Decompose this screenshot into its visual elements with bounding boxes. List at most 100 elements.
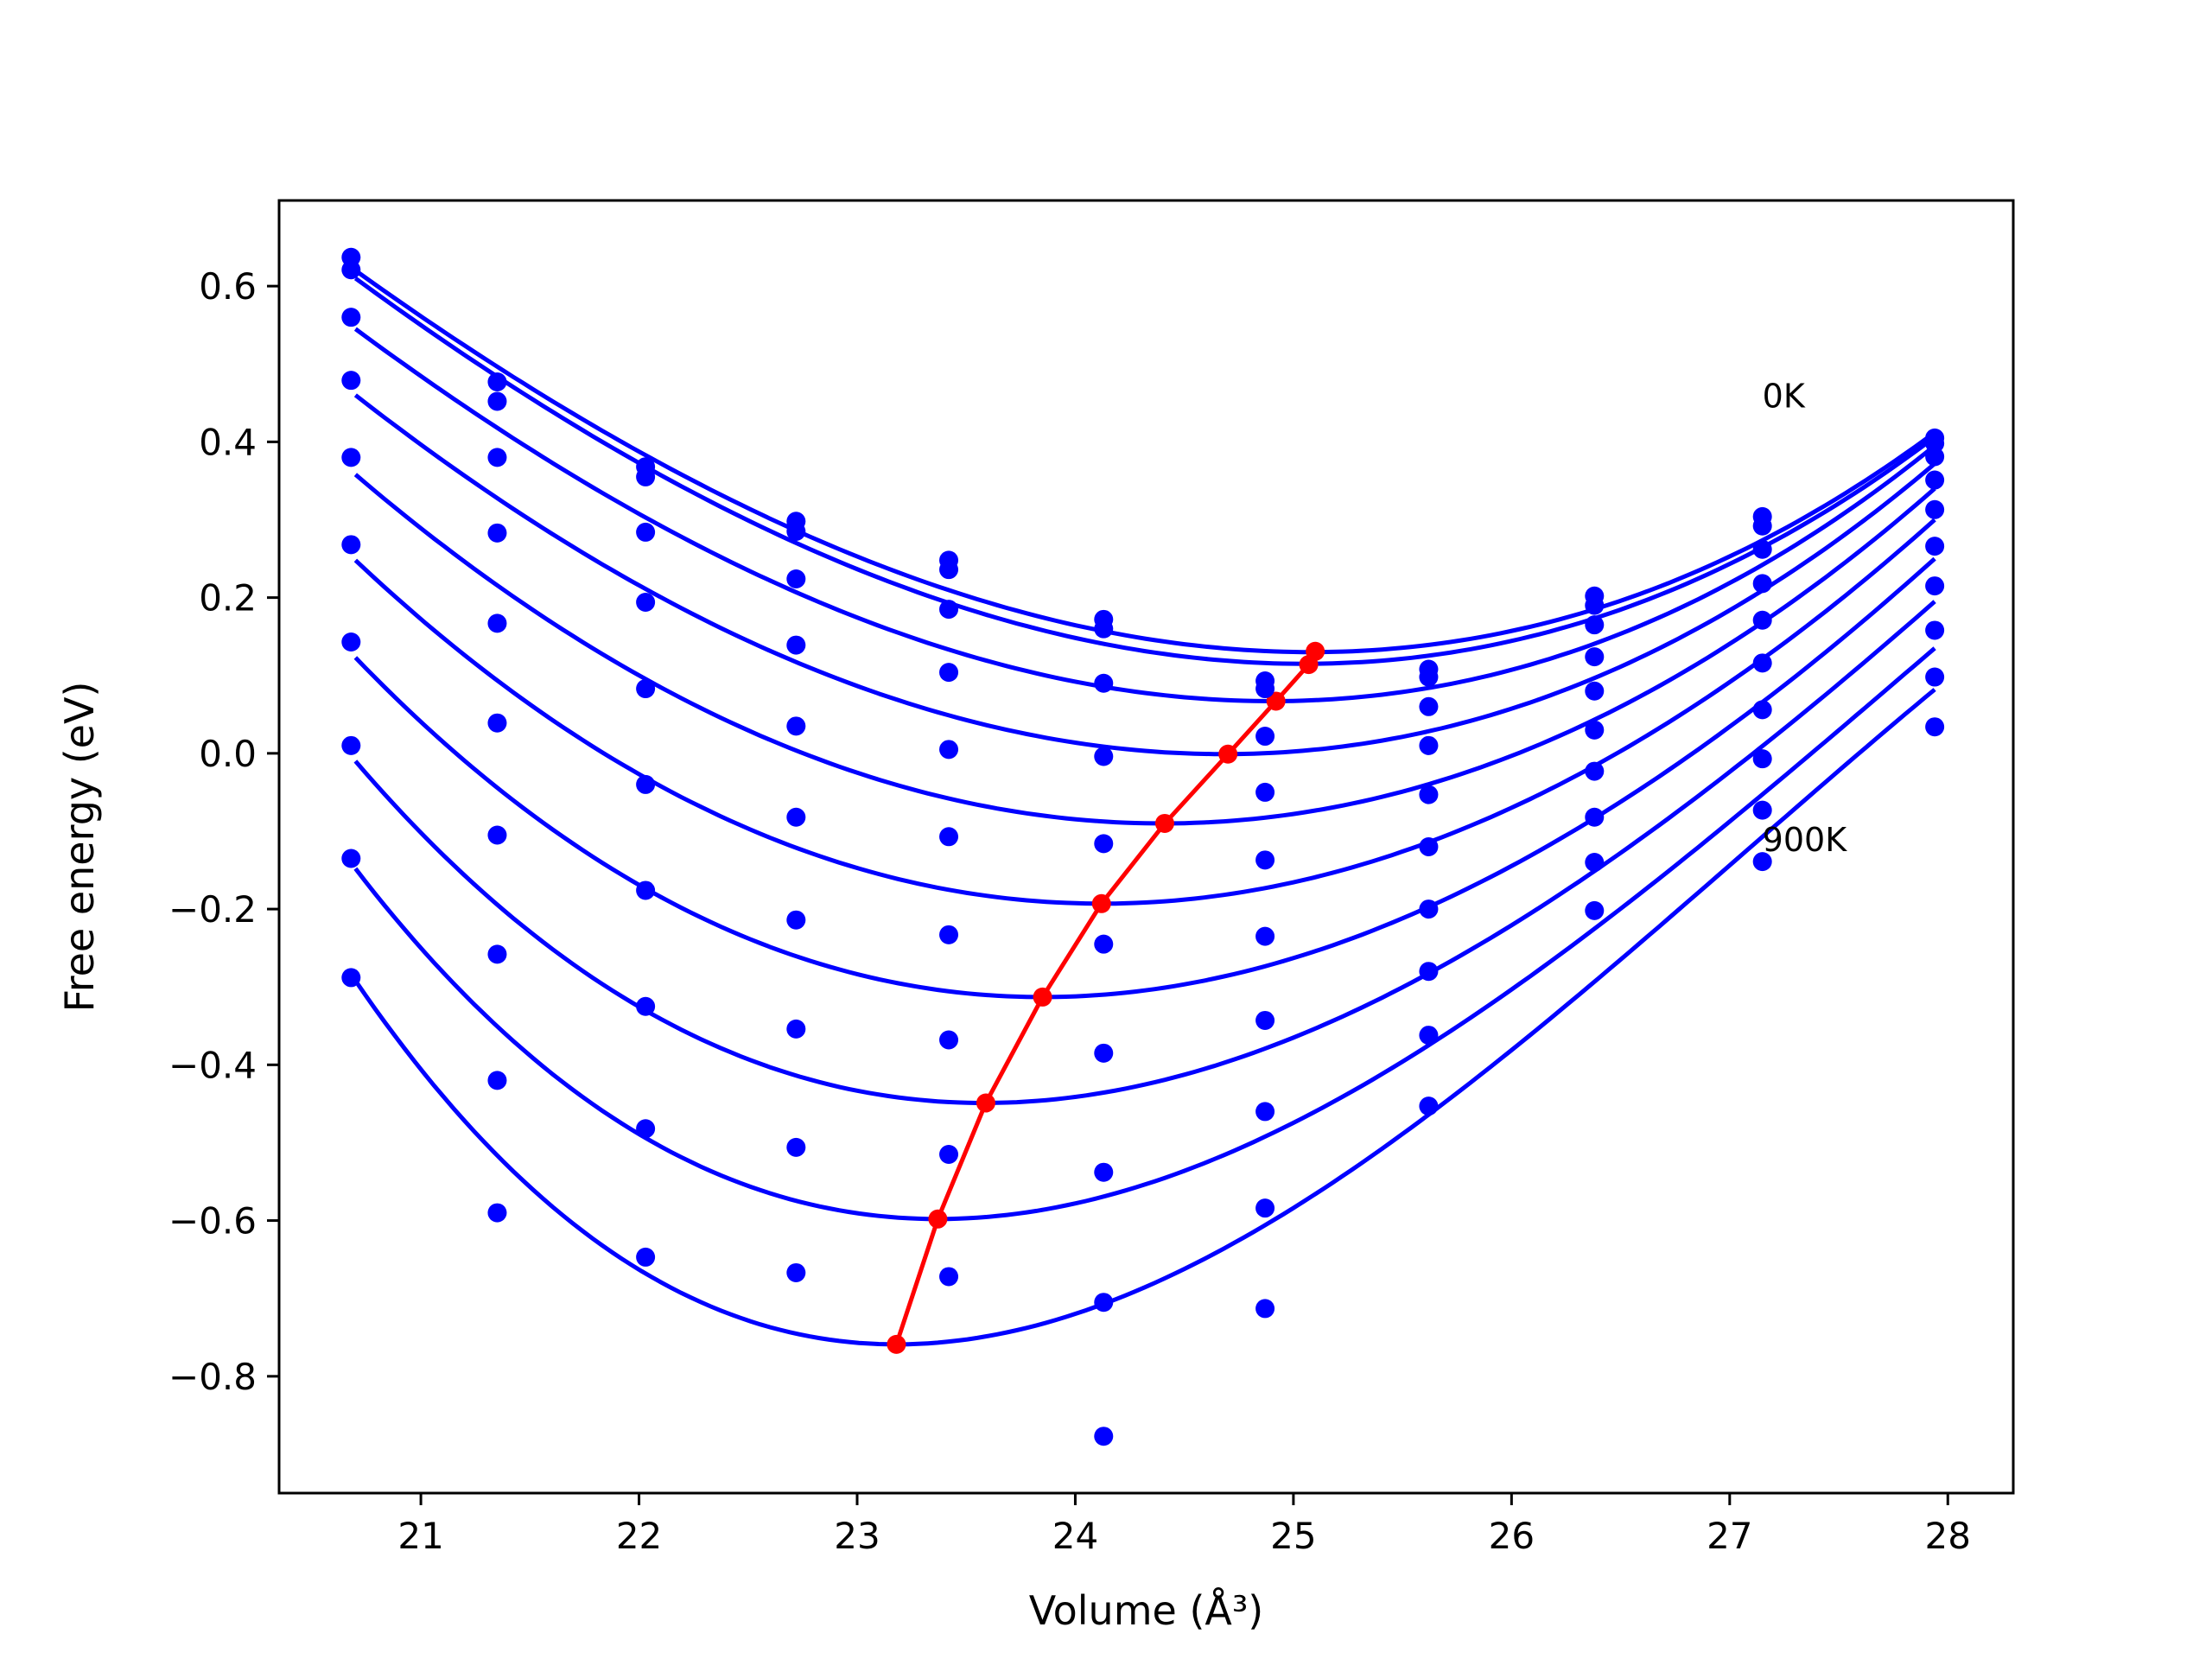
data-point bbox=[487, 448, 507, 467]
y-tick-label: −0.8 bbox=[168, 1356, 257, 1398]
curve-annotation: 0K bbox=[1763, 377, 1806, 415]
y-tick-label: 0.4 bbox=[199, 421, 257, 463]
data-point bbox=[1925, 434, 1945, 454]
data-point bbox=[1255, 727, 1275, 747]
fit-curve bbox=[353, 556, 1936, 1000]
data-point bbox=[1094, 1293, 1114, 1313]
data-point bbox=[939, 1144, 959, 1164]
data-point bbox=[1925, 576, 1945, 596]
data-point bbox=[1752, 539, 1772, 559]
data-point bbox=[487, 1071, 507, 1090]
data-point bbox=[1094, 1043, 1114, 1063]
data-point bbox=[1255, 1010, 1275, 1030]
curve-annotation: 900K bbox=[1763, 821, 1848, 859]
data-point bbox=[341, 849, 361, 868]
data-point bbox=[786, 1262, 806, 1282]
data-point bbox=[341, 735, 361, 755]
data-point bbox=[1752, 574, 1772, 594]
data-point bbox=[786, 635, 806, 655]
data-point bbox=[487, 613, 507, 633]
data-point bbox=[939, 1030, 959, 1050]
x-tick-label: 23 bbox=[834, 1515, 880, 1557]
data-point bbox=[786, 1137, 806, 1157]
data-point bbox=[487, 713, 507, 733]
data-point bbox=[1094, 1162, 1114, 1182]
y-axis-label: Free energy (eV) bbox=[56, 682, 103, 1013]
plot-frame bbox=[277, 199, 2015, 1495]
x-tick-label: 21 bbox=[397, 1515, 443, 1557]
data-point bbox=[636, 679, 656, 699]
data-point bbox=[939, 925, 959, 944]
data-point bbox=[487, 372, 507, 391]
data-point bbox=[636, 1247, 656, 1267]
data-point bbox=[341, 371, 361, 391]
data-point bbox=[636, 467, 656, 486]
data-point bbox=[1585, 615, 1605, 635]
minimum-point bbox=[1299, 655, 1319, 675]
data-point bbox=[1419, 899, 1439, 919]
data-point bbox=[786, 522, 806, 542]
fit-curve bbox=[353, 393, 1936, 757]
y-tick-label: 0.6 bbox=[199, 265, 257, 308]
x-tick-label: 25 bbox=[1270, 1515, 1316, 1557]
fit-curve bbox=[353, 646, 1936, 1222]
data-point bbox=[1094, 1427, 1114, 1446]
data-point bbox=[341, 632, 361, 652]
data-point bbox=[1752, 610, 1772, 630]
data-point bbox=[1255, 679, 1275, 699]
data-point bbox=[1419, 667, 1439, 687]
minimum-point bbox=[1218, 744, 1238, 764]
data-point bbox=[939, 663, 959, 683]
data-point bbox=[939, 827, 959, 847]
data-point bbox=[1925, 620, 1945, 640]
data-point bbox=[1419, 962, 1439, 982]
data-point bbox=[636, 774, 656, 794]
data-point bbox=[636, 522, 656, 542]
data-point bbox=[1255, 782, 1275, 802]
data-point bbox=[939, 740, 959, 760]
data-point bbox=[1255, 1198, 1275, 1218]
data-point bbox=[1419, 1026, 1439, 1046]
minimum-path bbox=[887, 641, 1325, 1354]
fit-curve bbox=[353, 688, 1936, 1347]
fit-curve bbox=[353, 473, 1936, 826]
data-point bbox=[1752, 800, 1772, 820]
data-point bbox=[1419, 837, 1439, 856]
data-point bbox=[341, 448, 361, 467]
data-point bbox=[1094, 619, 1114, 639]
data-point bbox=[636, 996, 656, 1016]
data-point bbox=[1752, 749, 1772, 769]
data-point bbox=[1255, 850, 1275, 870]
data-point bbox=[1585, 647, 1605, 667]
y-tick-label: −0.2 bbox=[168, 888, 257, 931]
data-point bbox=[1585, 853, 1605, 873]
fit-curve bbox=[353, 518, 1936, 906]
data-points bbox=[341, 247, 1945, 1446]
data-point bbox=[1925, 447, 1945, 467]
x-tick-label: 22 bbox=[616, 1515, 662, 1557]
data-point bbox=[1094, 934, 1114, 954]
data-point bbox=[1419, 785, 1439, 804]
data-point bbox=[1752, 516, 1772, 536]
data-point bbox=[1585, 595, 1605, 615]
x-tick-label: 27 bbox=[1707, 1515, 1752, 1557]
data-point bbox=[1585, 807, 1605, 827]
fit-curve bbox=[353, 327, 1936, 704]
data-point bbox=[1925, 717, 1945, 737]
x-axis-label: Volume (Å³) bbox=[1029, 1587, 1264, 1634]
data-point bbox=[341, 535, 361, 555]
data-point bbox=[1419, 735, 1439, 755]
data-point bbox=[1094, 747, 1114, 766]
data-point bbox=[636, 1119, 656, 1139]
data-point bbox=[487, 944, 507, 964]
data-point bbox=[1925, 667, 1945, 687]
annotations: 0K 900K bbox=[1763, 377, 1848, 859]
minimum-point bbox=[1033, 987, 1052, 1007]
fit-curve bbox=[353, 600, 1936, 1105]
y-tick-label: −0.4 bbox=[168, 1044, 257, 1086]
data-point bbox=[636, 880, 656, 900]
minimum-point bbox=[1091, 893, 1111, 913]
data-point bbox=[487, 1203, 507, 1223]
data-point bbox=[1094, 673, 1114, 693]
